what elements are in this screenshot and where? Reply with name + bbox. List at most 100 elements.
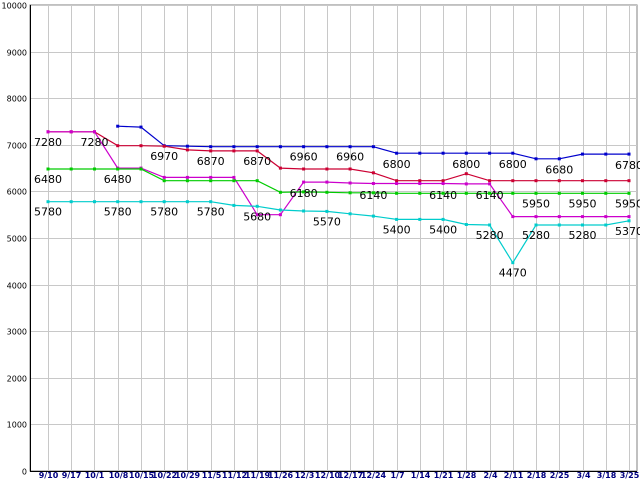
y-tick-label: 2000 (7, 375, 27, 384)
x-tick-label: 2/4 (483, 471, 497, 480)
series-2-point (511, 215, 515, 219)
data-label: 6480 (34, 173, 62, 186)
x-tick-label: 12/3 (295, 471, 315, 480)
data-label: 5950 (569, 198, 597, 211)
series-4-point (116, 200, 120, 204)
series-2-point (69, 130, 73, 134)
data-label: 6960 (290, 151, 318, 164)
series-3-point (511, 191, 515, 195)
series-1-point (302, 167, 306, 171)
series-4-point (139, 200, 143, 204)
series-0-point (488, 151, 492, 155)
y-tick-label: 5000 (7, 235, 27, 244)
data-label: 6970 (150, 150, 178, 163)
series-0-point (441, 151, 445, 155)
data-label: 5780 (150, 206, 178, 219)
series-0-point (534, 157, 538, 161)
series-2-point (185, 175, 189, 179)
series-4-point (162, 200, 166, 204)
series-3-point (302, 190, 306, 194)
series-0-point (278, 145, 282, 149)
series-4-point (69, 200, 73, 204)
series-4-point (255, 204, 259, 208)
series-1-point (371, 171, 375, 175)
series-3-point (278, 190, 282, 194)
series-4-point (627, 219, 631, 223)
series-1-point (348, 167, 352, 171)
series-3-line (48, 168, 629, 194)
series-4-point (488, 223, 492, 227)
series-0-point (395, 151, 399, 155)
series-4-point (511, 261, 515, 265)
x-tick-label: 10/22 (152, 471, 177, 480)
series-0-point (116, 124, 120, 128)
series-0-point (302, 145, 306, 149)
series-3-point (418, 191, 422, 195)
x-tick-label: 11/26 (268, 471, 294, 480)
series-3-point (232, 179, 236, 183)
series-1-point (441, 179, 445, 183)
series-4-point (581, 223, 584, 227)
data-label: 6140 (359, 189, 387, 202)
series-2-point (371, 182, 375, 185)
series-1-point (464, 172, 468, 176)
x-tick-label: 1/21 (434, 471, 454, 480)
series-2-point (325, 180, 329, 184)
series-lines (46, 124, 631, 265)
series-1-point (627, 179, 631, 183)
series-3-point (348, 191, 352, 195)
data-label: 6800 (452, 158, 480, 171)
series-4-line (48, 201, 630, 264)
data-label: 6870 (243, 155, 271, 168)
series-1-point (255, 149, 259, 153)
series-3-point (395, 191, 399, 195)
data-label: 7280 (34, 136, 62, 149)
data-labels: 7280 7280 6970 6870 6870 6960 6960 6800 6800 6800… (34, 136, 640, 280)
data-label: 5780 (104, 206, 132, 219)
series-4-point (395, 217, 399, 221)
data-label: 5780 (34, 206, 62, 219)
series-1-point (395, 179, 399, 183)
x-tick-label: 9/17 (62, 471, 82, 480)
series-0-point (185, 144, 189, 148)
series-3-point (557, 191, 561, 195)
series-2-line (48, 131, 629, 218)
data-label: 6140 (429, 189, 457, 202)
series-0-point (627, 152, 631, 156)
series-2-point (418, 182, 422, 185)
series-2-point (604, 215, 608, 219)
y-tick-label: 6000 (7, 188, 27, 197)
series-3-point (209, 179, 213, 183)
series-3-point (604, 191, 608, 195)
x-tick-label: 1/28 (457, 471, 477, 480)
x-tick-label: 1/14 (411, 471, 431, 480)
y-tick-label: 7000 (7, 142, 27, 151)
series-4-point (93, 200, 96, 204)
y-tick-label: 8000 (7, 95, 27, 104)
series-2-point (557, 215, 561, 219)
data-label: 6140 (476, 189, 504, 202)
y-tick-label: 10000 (2, 2, 27, 11)
series-3-point (116, 167, 120, 171)
series-0-point (255, 145, 259, 149)
series-4-point (534, 223, 538, 227)
x-tick-label: 12/24 (361, 471, 387, 480)
series-0-point (139, 125, 143, 129)
series-2-point (395, 182, 399, 185)
series-2-point (464, 182, 468, 186)
series-4-point (232, 203, 236, 207)
series-0-point (604, 152, 608, 156)
data-label: 5950 (522, 198, 550, 211)
series-2-point (93, 130, 96, 134)
series-1-point (185, 148, 189, 152)
data-label: 5680 (243, 210, 271, 223)
series-4-point (348, 212, 352, 216)
data-label: 6870 (197, 155, 225, 168)
series-2-point (488, 182, 492, 186)
series-0-point (464, 151, 468, 155)
series-2-point (46, 130, 50, 134)
data-label: 6960 (336, 151, 364, 164)
x-tick-label: 2/18 (527, 471, 547, 480)
